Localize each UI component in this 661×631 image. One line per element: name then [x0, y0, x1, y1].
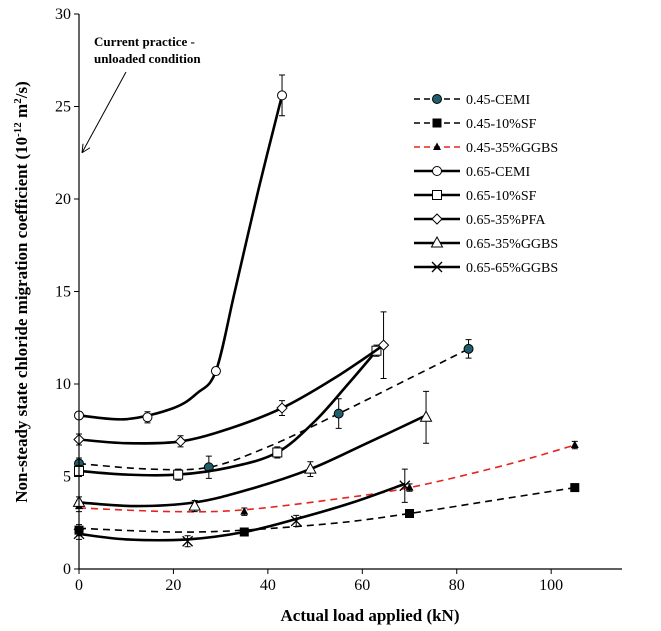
y-axis-title-suffix: /s) [12, 81, 31, 99]
legend-label: 0.65-CEMI [466, 165, 531, 180]
x-tick-label: 0 [75, 577, 83, 594]
y-tick-label: 5 [63, 469, 71, 486]
data-point [377, 339, 390, 351]
y-tick-label: 20 [55, 191, 71, 208]
y-axis-title-exp1: -12 [12, 122, 24, 137]
data-point [240, 507, 249, 515]
data-point [276, 402, 288, 414]
data-point [419, 410, 433, 422]
annotation: Current practice - unloaded condition [81, 34, 201, 154]
y-tick-label: 10 [55, 376, 71, 393]
data-point [142, 412, 153, 423]
data-point [333, 408, 344, 419]
data-point [210, 366, 221, 377]
x-tick-label: 60 [354, 577, 370, 594]
legend-entry: 0.65-65%GGBS [414, 261, 558, 276]
legend-entry: 0.65-35%GGBS [414, 235, 558, 252]
annotation-line-2: unloaded condition [94, 51, 201, 66]
plot-area [72, 74, 580, 548]
legend-entry: 0.45-10%SF [414, 117, 537, 132]
y-tick-label: 0 [63, 561, 71, 578]
legend-entry: 0.45-35%GGBS [414, 141, 558, 156]
y-tick-label: 25 [55, 99, 71, 116]
data-point [173, 469, 184, 480]
series-line [78, 95, 284, 421]
y-tick-label: 15 [55, 284, 71, 301]
legend-swatch-marker [432, 166, 442, 176]
data-point [277, 90, 288, 101]
x-tick-label: 80 [449, 577, 465, 594]
x-tick-label: 100 [539, 577, 563, 594]
annotation-line-1: Current practice - [94, 34, 195, 49]
legend-swatch-marker [432, 118, 442, 128]
series-line [78, 482, 406, 542]
axes: 0 20 40 60 80 100 0 5 10 15 20 25 30 [55, 6, 622, 594]
legend-label: 0.45-CEMI [466, 93, 531, 108]
legend-label: 0.65-10%SF [466, 189, 537, 204]
legend-label: 0.45-35%GGBS [466, 141, 558, 156]
data-point [182, 535, 194, 547]
legend-entry: 0.65-CEMI [414, 165, 531, 180]
series-0.65-35%GGBS [72, 390, 433, 513]
x-tick-label: 40 [260, 577, 276, 594]
legend: 0.45-CEMI 0.45-10%SF 0.45-35%GGBS 0.65-CEMI… [414, 93, 558, 276]
y-axis-title-prefix: Non-steady state chloride migration coef… [12, 137, 31, 503]
legend-swatch-marker [432, 94, 442, 104]
legend-swatch-marker [430, 235, 444, 248]
data-point [174, 435, 187, 448]
data-point [290, 515, 302, 527]
data-point [463, 343, 474, 354]
legend-label: 0.65-35%PFA [466, 213, 546, 228]
series-0.45-35%GGBS [75, 440, 579, 516]
legend-swatch-marker [433, 142, 441, 150]
legend-label: 0.45-10%SF [466, 117, 537, 132]
legend-entry: 0.45-CEMI [414, 93, 531, 108]
legend-label: 0.65-65%GGBS [466, 261, 558, 276]
y-axis-title: Non-steady state chloride migration coef… [12, 81, 31, 502]
data-point [272, 447, 283, 458]
x-tick-label: 20 [165, 577, 181, 594]
data-point [399, 480, 411, 492]
series-line [78, 414, 427, 508]
x-axis-title: Actual load applied (kN) [281, 606, 460, 625]
series-line [78, 348, 469, 471]
y-axis-title-exp2: 2 [12, 98, 24, 104]
legend-swatch-marker [431, 261, 443, 273]
data-point [188, 499, 202, 511]
legend-swatch-marker [432, 190, 442, 200]
series-0.45-CEMI [74, 339, 474, 479]
legend-swatch-marker [431, 213, 443, 225]
legend-entry: 0.65-35%PFA [414, 213, 546, 228]
series-0.65-CEMI [74, 74, 288, 424]
data-point [570, 440, 579, 449]
y-tick-label: 30 [55, 6, 71, 23]
series-0.65-35%PFA [73, 311, 390, 448]
series-line [78, 444, 576, 513]
legend-entry: 0.65-10%SF [414, 189, 537, 204]
y-axis-title-middle: m [12, 104, 31, 122]
series-line [78, 349, 378, 477]
annotation-arrow-line [81, 71, 127, 153]
data-point [570, 483, 580, 493]
series-line [78, 344, 385, 445]
data-point [405, 509, 415, 518]
legend-label: 0.65-35%GGBS [466, 237, 558, 252]
data-point [304, 462, 317, 474]
annotation-arrow-head [81, 143, 91, 154]
